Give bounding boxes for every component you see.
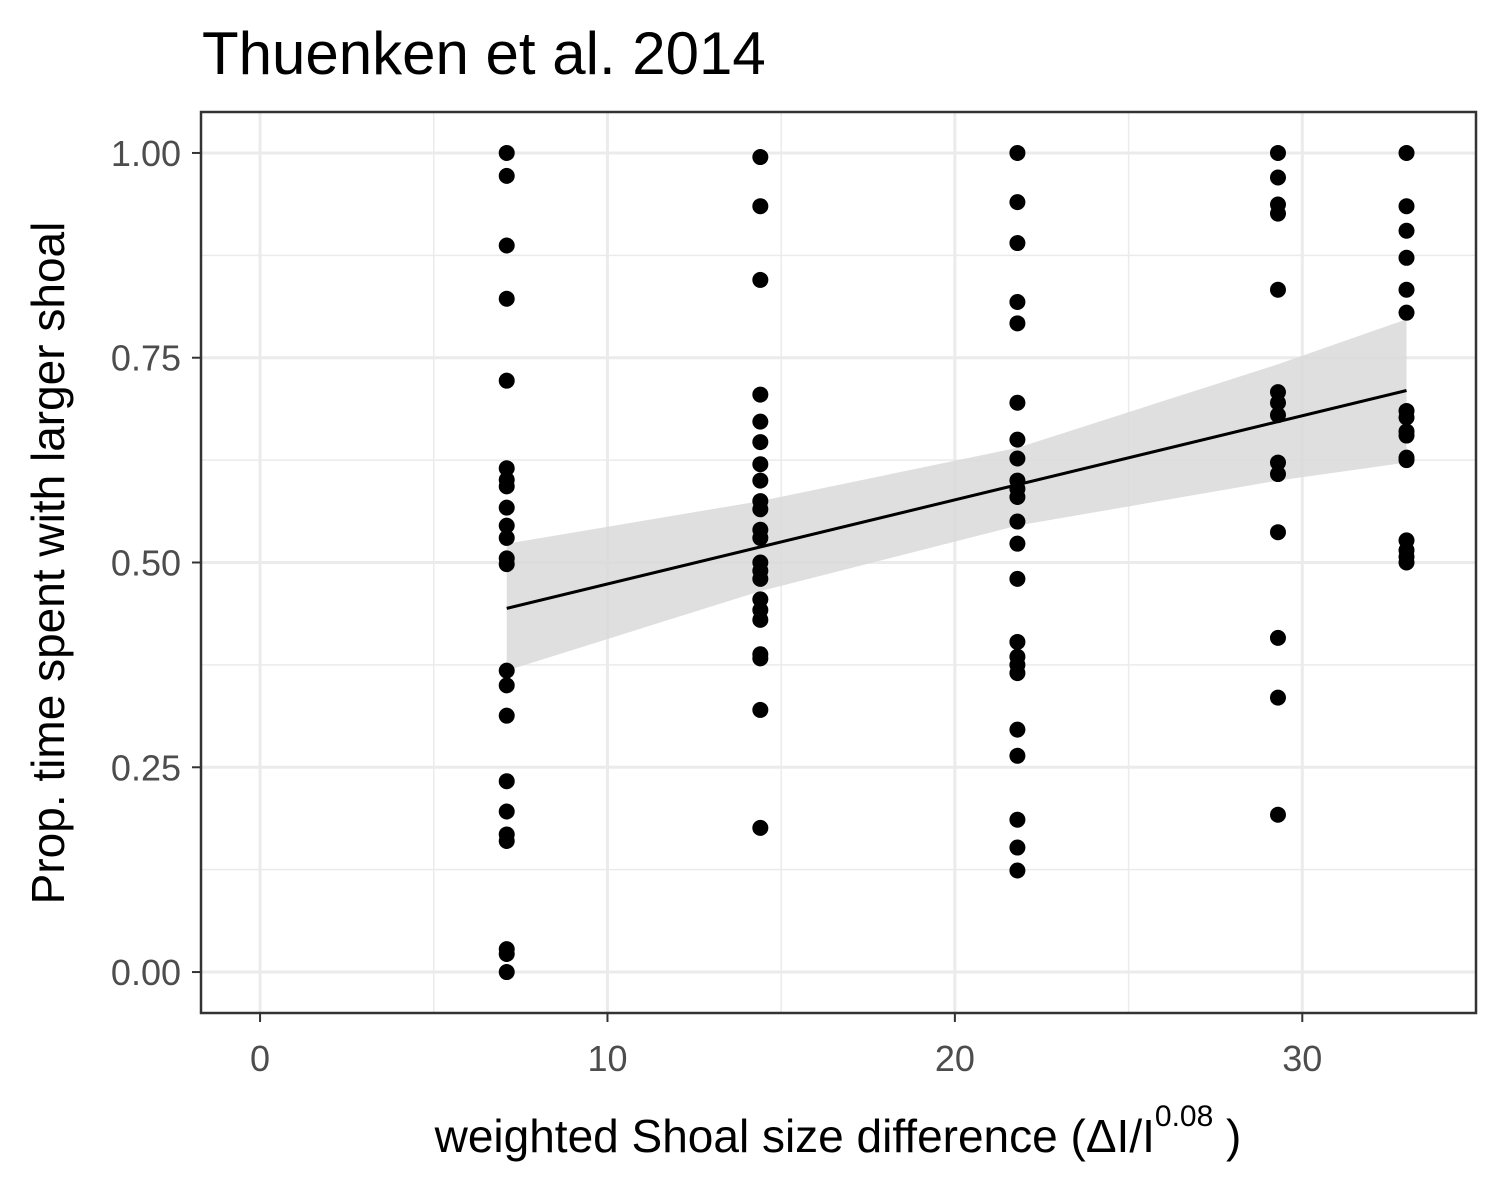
data-point <box>498 237 515 254</box>
data-point <box>1269 394 1286 411</box>
x-axis-title-close: ) <box>1213 1110 1241 1162</box>
x-axis-title-main: weighted Shoal size difference (ΔI/I <box>434 1110 1155 1162</box>
data-point <box>752 198 769 215</box>
data-point <box>498 167 515 184</box>
y-axis-title: Prop. time spent with larger shoal <box>22 222 74 905</box>
data-point <box>1269 806 1286 823</box>
data-point <box>498 144 515 161</box>
y-tick-label: 0.25 <box>111 747 181 788</box>
data-point <box>1009 315 1026 332</box>
data-point <box>1269 524 1286 541</box>
data-point <box>498 832 515 849</box>
data-point <box>1269 169 1286 186</box>
data-point <box>1009 747 1026 764</box>
data-point <box>1398 452 1415 469</box>
x-tick-label: 20 <box>935 1038 975 1079</box>
data-point <box>1009 535 1026 552</box>
data-point <box>1009 862 1026 879</box>
data-point <box>498 499 515 516</box>
data-point <box>498 707 515 724</box>
data-point <box>1009 633 1026 650</box>
data-point <box>1009 431 1026 448</box>
data-point <box>1269 629 1286 646</box>
data-point <box>1398 249 1415 266</box>
minor-gridlines <box>201 112 1476 1013</box>
data-point <box>752 650 769 667</box>
data-point <box>1009 721 1026 738</box>
data-point <box>752 611 769 628</box>
data-point <box>1269 407 1286 424</box>
y-tick-label: 0.00 <box>111 952 181 993</box>
y-tick-label: 0.75 <box>111 338 181 379</box>
data-point <box>1009 839 1026 856</box>
data-point <box>752 570 769 587</box>
data-point <box>1269 144 1286 161</box>
x-axis-title: weighted Shoal size difference (ΔI/I0.08… <box>434 1100 1242 1162</box>
data-point <box>1269 689 1286 706</box>
data-point <box>1009 488 1026 505</box>
data-point <box>1398 281 1415 298</box>
data-point <box>1009 194 1026 211</box>
data-point <box>752 149 769 166</box>
x-tick-label: 30 <box>1282 1038 1322 1079</box>
data-point <box>1398 554 1415 571</box>
y-axis-ticks: 0.00 0.25 0.50 0.75 1.00 <box>111 133 201 993</box>
data-point <box>752 386 769 403</box>
data-point <box>498 662 515 679</box>
data-point <box>752 701 769 718</box>
data-point <box>1398 222 1415 239</box>
data-point <box>752 413 769 430</box>
data-point <box>752 819 769 836</box>
confidence-band <box>506 319 1407 671</box>
data-point <box>752 529 769 546</box>
data-point <box>498 290 515 307</box>
data-point <box>498 946 515 963</box>
data-point <box>1009 665 1026 682</box>
data-point <box>1269 205 1286 222</box>
data-point <box>1009 513 1026 530</box>
data-point <box>1398 409 1415 426</box>
data-point <box>1269 466 1286 483</box>
data-point <box>1398 304 1415 321</box>
data-point <box>498 372 515 389</box>
data-point <box>752 472 769 489</box>
confidence-band-layer <box>506 319 1407 671</box>
data-points <box>498 144 1415 981</box>
regression-line <box>506 389 1407 610</box>
data-point <box>1009 570 1026 587</box>
data-point <box>498 677 515 694</box>
data-point <box>1009 294 1026 311</box>
data-point <box>1398 427 1415 444</box>
data-point <box>498 773 515 790</box>
data-point <box>1398 198 1415 215</box>
data-point <box>752 456 769 473</box>
chart-title: Thuenken et al. 2014 <box>202 20 766 87</box>
x-axis-ticks: 0 10 20 30 <box>250 1013 1322 1079</box>
data-point <box>1269 454 1286 471</box>
data-point <box>498 556 515 573</box>
x-tick-label: 0 <box>250 1038 270 1079</box>
data-point <box>498 964 515 981</box>
data-point <box>1009 394 1026 411</box>
data-point <box>498 478 515 495</box>
data-point <box>498 529 515 546</box>
data-point <box>1009 811 1026 828</box>
data-point <box>498 517 515 534</box>
data-point <box>752 271 769 288</box>
data-point <box>498 803 515 820</box>
data-point <box>1398 144 1415 161</box>
data-point <box>1009 144 1026 161</box>
x-tick-label: 10 <box>587 1038 627 1079</box>
y-tick-label: 1.00 <box>111 133 181 174</box>
data-point <box>1009 450 1026 467</box>
regression-line-layer <box>506 389 1407 610</box>
x-axis-title-superscript: 0.08 <box>1155 1100 1213 1133</box>
data-point <box>1269 281 1286 298</box>
y-tick-label: 0.50 <box>111 543 181 584</box>
data-point <box>752 434 769 451</box>
data-point <box>752 501 769 518</box>
data-point <box>1009 235 1026 252</box>
data-point <box>498 460 515 477</box>
